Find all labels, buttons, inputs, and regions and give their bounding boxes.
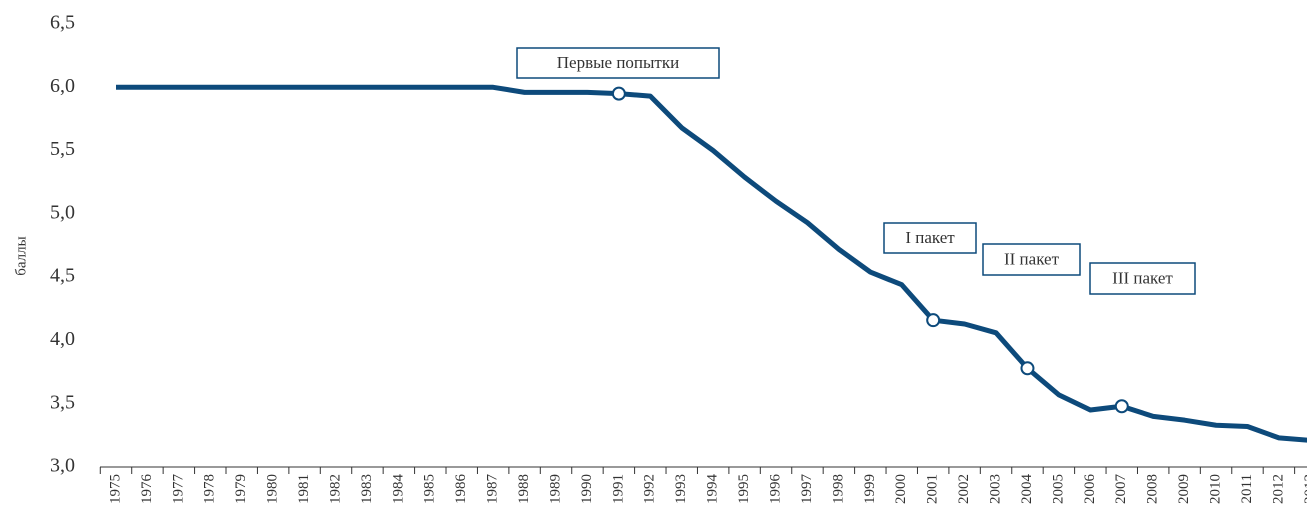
- y-tick-label: 4,5: [50, 265, 75, 287]
- x-tick-label: 2005: [1050, 474, 1066, 504]
- x-tick-label: 1996: [767, 474, 783, 505]
- x-tick-label: 1980: [265, 474, 281, 504]
- x-tick-label: 1992: [642, 474, 658, 504]
- x-tick-label: 2002: [956, 474, 972, 504]
- x-tick-label: 1978: [202, 474, 218, 504]
- annotation: III пакет: [1112, 268, 1173, 287]
- line-series: [116, 84, 1307, 443]
- x-tick-label: 1998: [830, 474, 846, 504]
- x-tick-label: 2000: [893, 474, 909, 504]
- point-marker: [1020, 361, 1035, 376]
- x-tick-label: 2013: [1302, 474, 1307, 504]
- x-tick-label: 1988: [516, 474, 532, 504]
- annotation-box: [516, 47, 720, 79]
- annotation: Первые попытки: [557, 53, 679, 72]
- y-tick-label: 3,5: [50, 391, 75, 413]
- x-tick-label: 1985: [422, 474, 438, 504]
- y-tick-label: 6,5: [50, 12, 75, 34]
- x-tick-label: 2009: [1176, 474, 1192, 504]
- y-tick-label: 5,0: [50, 201, 75, 223]
- x-tick-label: 1989: [547, 474, 563, 504]
- x-tick-label: 2006: [1082, 474, 1098, 505]
- x-tick-label: 1986: [453, 474, 469, 505]
- x-tick-label: 2004: [1019, 474, 1035, 505]
- y-tick-label: 3,0: [50, 455, 75, 477]
- x-tick-label: 1983: [359, 474, 375, 504]
- x-tick-label: 2003: [987, 474, 1003, 504]
- point-marker: [926, 313, 941, 328]
- x-tick-label: 1994: [705, 474, 721, 505]
- annotation-box: [883, 222, 977, 254]
- x-tick-label: 1999: [862, 474, 878, 504]
- x-tick-label: 1987: [485, 474, 501, 505]
- x-tick-label: 1977: [170, 474, 186, 505]
- x-tick-label: 1984: [390, 474, 406, 505]
- x-tick-label: 2001: [925, 474, 941, 504]
- x-tick-label: 1982: [327, 474, 343, 504]
- x-tick-label: 2012: [1270, 474, 1286, 504]
- annotation: I пакет: [905, 228, 955, 247]
- x-tick-label: 2007: [1113, 474, 1129, 505]
- x-tick-label: 1976: [139, 474, 155, 505]
- x-tick-label: 1975: [107, 474, 123, 504]
- x-tick-label: 1981: [296, 474, 312, 504]
- annotation-box: [982, 243, 1081, 276]
- y-tick-label: 5,5: [50, 138, 75, 160]
- y-tick-label: 4,0: [50, 328, 75, 350]
- x-tick-label: 1979: [233, 474, 249, 504]
- x-tick-label: 2008: [1145, 474, 1161, 504]
- annotation: II пакет: [1004, 249, 1060, 268]
- x-tick-label: 1990: [579, 474, 595, 504]
- point-marker: [1114, 399, 1129, 414]
- y-axis-label: баллы: [13, 236, 29, 275]
- y-tick-label: 6,0: [50, 75, 75, 97]
- annotation-box: [1089, 262, 1196, 295]
- x-tick-label: 1993: [673, 474, 689, 504]
- x-tick-label: 2010: [1207, 474, 1223, 504]
- x-tick-label: 1997: [799, 474, 815, 505]
- x-tick-label: 1991: [610, 474, 626, 504]
- x-tick-label: 2011: [1239, 474, 1255, 503]
- point-marker: [611, 86, 626, 101]
- x-tick-label: 1995: [736, 474, 752, 504]
